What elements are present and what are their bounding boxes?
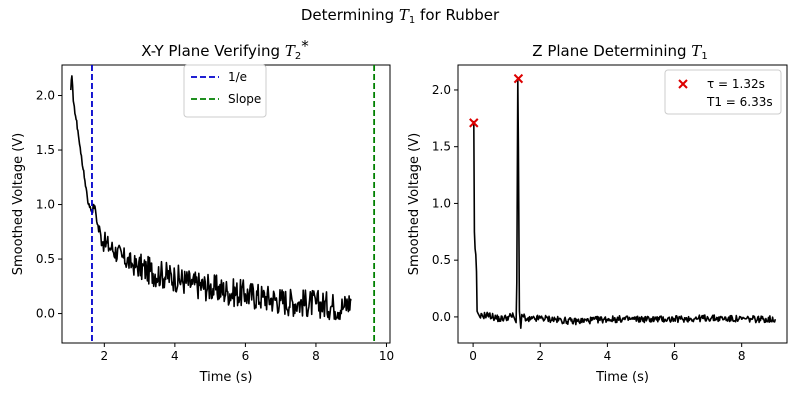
z-legend-line2: T1 = 6.33s [706, 95, 773, 109]
z-legend: τ = 1.32s T1 = 6.33s [664, 69, 782, 115]
xy-legend-box [183, 64, 267, 118]
xy-legend-label-0: 1/e [228, 70, 247, 84]
xy-legend-label-1: Slope [228, 92, 261, 106]
xy-xtick-label: 8 [312, 349, 320, 363]
xy-ytick-label: 0.5 [36, 252, 55, 266]
z-axes-frame [457, 64, 788, 344]
z-ytick-label: 0.5 [432, 253, 451, 267]
xy-ytick-label: 1.0 [36, 198, 55, 212]
xy-series-line-0 [70, 75, 352, 321]
z-xtick-label: 6 [671, 349, 679, 363]
xy-plane-panel: X-Y Plane Verifying T2* 2 4 6 8 10 0.0 0.5 1.0 1… [11, 37, 394, 385]
z-legend-marker [678, 79, 688, 89]
figure-suptitle: Determining T1 for Rubber [301, 6, 500, 26]
z-xlabel: Time (s) [595, 370, 649, 385]
xy-ytick-label: 1.5 [36, 143, 55, 157]
z-panel-title: Z Plane Determining T1 [532, 42, 707, 62]
xy-ytick-label: 0.0 [36, 307, 55, 321]
xy-xlabel: Time (s) [199, 370, 253, 385]
z-x-marker-0 [469, 118, 479, 128]
suptitle-sub: 1 [409, 15, 415, 26]
xy-ytick-label: 2.0 [36, 89, 55, 103]
z-plane-panel: Z Plane Determining T1 0 2 4 6 8 0.0 0.5 1.0 1.5… [407, 42, 788, 385]
z-xtick-label: 0 [469, 349, 477, 363]
z-ytick-label: 0.0 [432, 310, 451, 324]
xy-xtick-label: 10 [379, 349, 394, 363]
xy-xtick-label: 6 [242, 349, 250, 363]
xy-panel-title: X-Y Plane Verifying T2* [141, 37, 309, 62]
xy-xtick-label: 4 [171, 349, 179, 363]
z-ytick-label: 1.0 [432, 196, 451, 210]
z-xtick-label: 4 [604, 349, 612, 363]
z-ytick-label: 2.0 [432, 83, 451, 97]
xy-legend: 1/e Slope [183, 64, 267, 118]
z-series-line-0 [472, 77, 777, 330]
z-xtick-label: 2 [536, 349, 544, 363]
z-x-marker-1 [513, 73, 524, 84]
xy-ylabel: Smoothed Voltage (V) [11, 133, 26, 275]
suptitle-text-b: for Rubber [415, 6, 500, 24]
suptitle-text-a: Determining [301, 6, 399, 24]
z-legend-box [664, 69, 782, 115]
z-xtick-label: 8 [738, 349, 746, 363]
xy-xtick-label: 2 [101, 349, 109, 363]
z-ytick-label: 1.5 [432, 140, 451, 154]
suptitle-T: T [399, 6, 410, 24]
z-legend-line1: τ = 1.32s [707, 77, 765, 91]
z-ylabel: Smoothed Voltage (V) [407, 133, 422, 275]
